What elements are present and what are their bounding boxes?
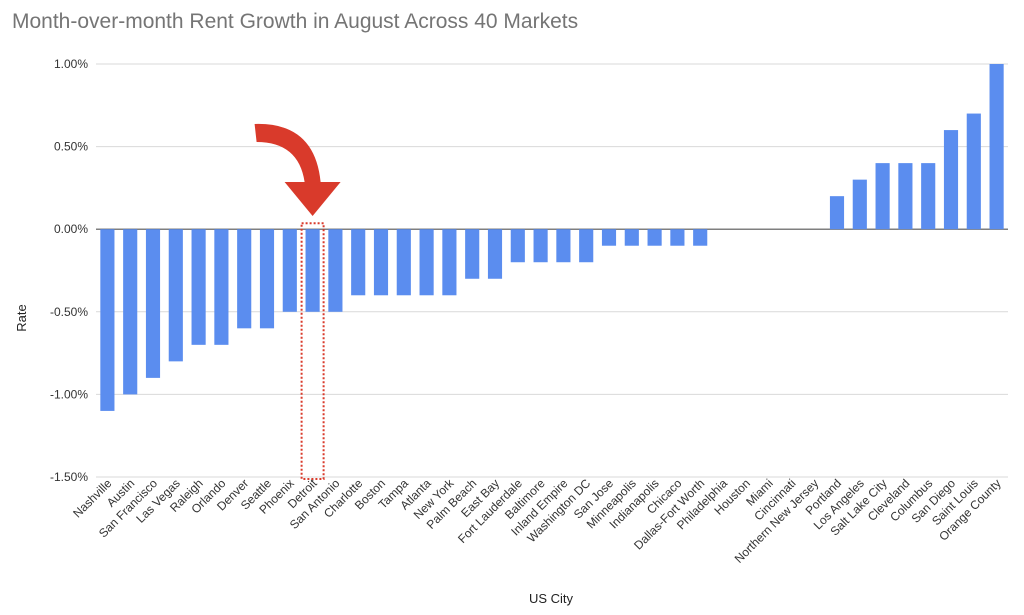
bar [510,229,525,263]
gridlines [96,63,1008,478]
bar [328,229,343,312]
bar [123,229,138,395]
highlight-arrow-shaft [254,123,321,182]
bar [373,229,389,296]
bar [351,229,366,296]
y-tick-label: 1.00% [54,57,88,71]
bar [556,229,571,263]
bars [100,64,1004,411]
bar [670,229,685,246]
bar [442,229,457,296]
highlight-arrow-head [284,182,341,216]
x-axis-title: US City [529,591,574,606]
highlight-box [300,222,325,480]
chart-title: Month-over-month Rent Growth in August A… [12,10,579,33]
bar [419,229,434,296]
bar [100,229,115,411]
bar [601,229,617,246]
bar [852,179,867,230]
bar [145,229,161,378]
bar [875,163,890,230]
y-tick-labels: 1.00% 0.50% 0.00% -0.50% -1.00% -1.50% [50,57,88,484]
bar [214,229,229,345]
bar [989,64,1004,230]
bar [533,229,548,263]
bar [693,229,708,246]
y-tick-label: -1.00% [50,387,88,401]
bar [237,229,252,329]
bar [168,229,183,362]
bar [579,229,594,263]
y-tick-label: -1.50% [50,470,88,484]
bar [943,130,959,230]
y-axis-title: Rate [14,304,29,331]
bar [282,229,297,312]
bar [396,229,411,296]
bar [624,229,639,246]
bar [305,229,320,312]
bar [487,229,503,279]
highlight-annotation [254,123,341,480]
bar [647,229,662,246]
bar [829,196,845,230]
bar [465,229,480,279]
y-tick-label: 0.50% [54,140,88,154]
bar [921,163,936,230]
y-tick-label: 0.00% [54,222,88,236]
bar [966,113,981,230]
y-tick-label: -0.50% [50,305,88,319]
bar [191,229,206,345]
bar [898,163,913,230]
bar [259,229,275,329]
